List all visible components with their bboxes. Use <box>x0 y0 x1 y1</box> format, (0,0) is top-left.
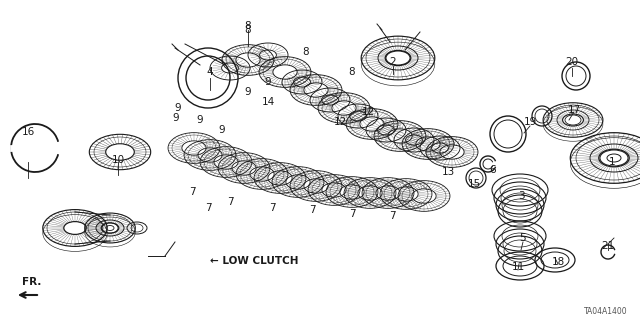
Text: 12: 12 <box>333 117 347 127</box>
Text: 9: 9 <box>175 103 181 113</box>
Text: 16: 16 <box>21 127 35 137</box>
Text: 7: 7 <box>349 209 355 219</box>
Text: ← LOW CLUTCH: ← LOW CLUTCH <box>210 256 298 266</box>
Text: 20: 20 <box>565 57 579 67</box>
Text: 7: 7 <box>227 197 234 207</box>
Text: 11: 11 <box>511 262 525 272</box>
Text: 13: 13 <box>442 167 454 177</box>
Text: 9: 9 <box>196 115 204 125</box>
Text: 6: 6 <box>490 165 496 175</box>
Text: 9: 9 <box>219 125 225 135</box>
Text: 7: 7 <box>308 205 316 215</box>
Text: 3: 3 <box>518 191 524 201</box>
Text: 2: 2 <box>390 57 396 67</box>
Text: 4: 4 <box>207 67 213 77</box>
Text: 17: 17 <box>568 105 580 115</box>
Text: 7: 7 <box>205 203 211 213</box>
Text: 7: 7 <box>269 203 275 213</box>
Text: 7: 7 <box>388 211 396 221</box>
Text: 5: 5 <box>520 233 526 243</box>
Text: 21: 21 <box>602 241 614 251</box>
Text: 14: 14 <box>261 97 275 107</box>
Text: 7: 7 <box>189 187 195 197</box>
Text: 12: 12 <box>362 107 374 117</box>
Text: 9: 9 <box>244 87 252 97</box>
Text: 8: 8 <box>303 47 309 57</box>
Text: FR.: FR. <box>22 277 42 287</box>
Text: 19: 19 <box>524 117 536 127</box>
Text: 8: 8 <box>349 67 355 77</box>
Text: 15: 15 <box>467 179 481 189</box>
Text: TA04A1400: TA04A1400 <box>584 308 628 316</box>
Text: 9: 9 <box>265 77 271 87</box>
Text: 10: 10 <box>111 155 125 165</box>
Text: 9: 9 <box>173 113 179 123</box>
Text: 1: 1 <box>609 157 615 167</box>
Text: 8: 8 <box>244 25 252 35</box>
Text: 18: 18 <box>552 257 564 267</box>
Text: 8: 8 <box>244 21 252 31</box>
